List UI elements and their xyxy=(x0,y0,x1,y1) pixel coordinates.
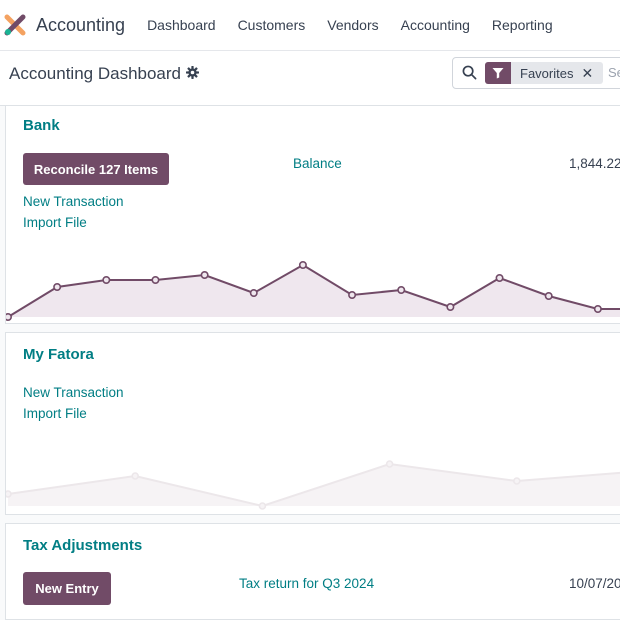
new-entry-button[interactable]: New Entry xyxy=(23,572,111,605)
journal-title[interactable]: Bank xyxy=(23,117,60,134)
entry-label[interactable]: Tax return for Q3 2024 xyxy=(239,576,375,591)
search-facet-favorites: Favorites ✕ xyxy=(485,62,604,84)
close-icon[interactable]: ✕ xyxy=(581,65,594,81)
bank-graph-point-8[interactable] xyxy=(397,286,406,295)
facet-label: Favorites xyxy=(520,66,574,81)
fatora-graph-point-4[interactable] xyxy=(512,477,521,485)
bank-graph-point-1[interactable] xyxy=(53,283,62,292)
nav-reporting[interactable]: Reporting xyxy=(491,17,553,33)
nav-dashboard[interactable]: Dashboard xyxy=(147,17,216,33)
accounting-app-logo-icon[interactable] xyxy=(4,14,26,36)
bank-graph-point-3[interactable] xyxy=(151,276,160,285)
search-input[interactable]: Se xyxy=(608,65,620,80)
journal-card-bank: Bank Reconcile 127 Items New Transaction… xyxy=(5,105,620,324)
journal-title[interactable]: Tax Adjustments xyxy=(23,537,143,554)
bank-graph-point-9[interactable] xyxy=(446,303,455,312)
top-navbar: Accounting Dashboard Customers Vendors A… xyxy=(0,0,620,51)
my-fatora-graph[interactable] xyxy=(6,333,620,514)
import-file-link[interactable]: Import File xyxy=(23,406,87,421)
nav-accounting[interactable]: Accounting xyxy=(400,17,470,33)
gear-icon[interactable] xyxy=(186,66,199,79)
entry-date: 10/07/20 xyxy=(569,576,620,591)
journal-title[interactable]: My Fatora xyxy=(23,346,94,363)
bank-balance-graph[interactable] xyxy=(6,106,620,323)
bank-graph-point-10[interactable] xyxy=(495,274,504,283)
balance-label[interactable]: Balance xyxy=(293,156,342,171)
bank-graph-point-11[interactable] xyxy=(544,292,553,301)
filter-icon xyxy=(485,62,511,84)
bank-graph-point-4[interactable] xyxy=(200,271,209,280)
bank-graph-point-12[interactable] xyxy=(593,305,602,314)
fatora-graph-point-1[interactable] xyxy=(131,472,139,480)
search-bar[interactable]: Favorites ✕ Se xyxy=(452,57,620,89)
import-file-link[interactable]: Import File xyxy=(23,215,87,230)
bank-graph-area xyxy=(8,265,620,317)
page-title: Accounting Dashboard xyxy=(9,64,182,83)
nav-vendors[interactable]: Vendors xyxy=(327,17,379,33)
fatora-graph-area xyxy=(8,464,620,506)
search-icon[interactable] xyxy=(462,65,477,80)
fatora-graph-point-3[interactable] xyxy=(385,460,394,468)
fatora-graph-line xyxy=(7,462,620,508)
bank-graph-point-7[interactable] xyxy=(348,291,357,300)
fatora-graph-point-0[interactable] xyxy=(6,490,12,498)
balance-value: 1,844.22 xyxy=(569,156,620,171)
journal-card-tax-adjustments: Tax Adjustments New Entry Tax return for… xyxy=(5,523,620,620)
new-transaction-link[interactable]: New Transaction xyxy=(23,194,124,209)
nav-customers[interactable]: Customers xyxy=(237,17,306,33)
fatora-graph-point-2[interactable] xyxy=(258,502,267,510)
bank-graph-point-0[interactable] xyxy=(6,313,12,321)
bank-graph-point-2[interactable] xyxy=(102,276,111,285)
bank-graph-line xyxy=(7,263,620,318)
app-title[interactable]: Accounting xyxy=(36,14,126,35)
bank-graph-point-5[interactable] xyxy=(249,289,258,298)
reconcile-button[interactable]: Reconcile 127 Items xyxy=(23,153,169,185)
new-transaction-link[interactable]: New Transaction xyxy=(23,385,124,400)
bank-graph-point-6[interactable] xyxy=(298,261,307,270)
control-panel: Accounting Dashboard Favorites ✕ Se xyxy=(0,51,620,106)
journal-card-my-fatora: My Fatora New Transaction Import File xyxy=(5,332,620,515)
